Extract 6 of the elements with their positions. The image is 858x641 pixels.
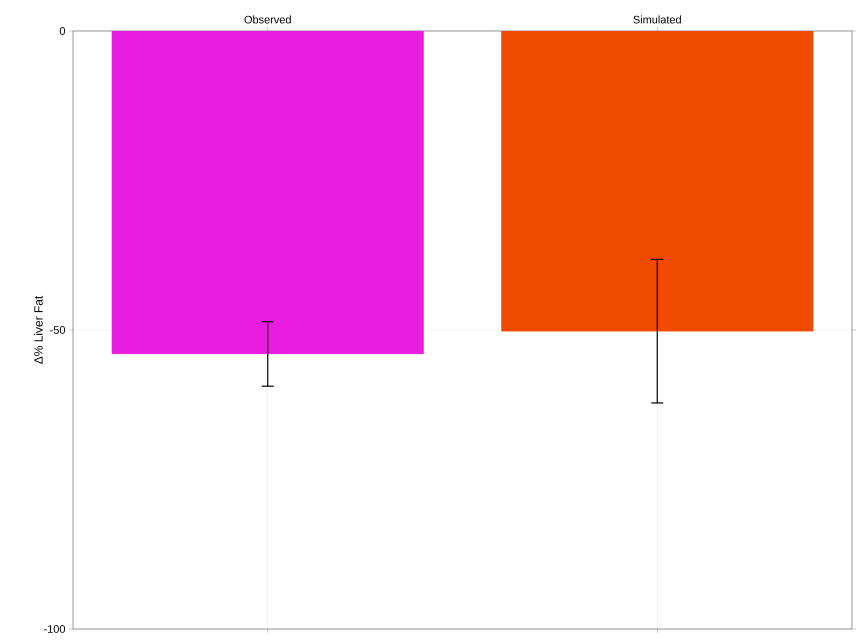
y-tick-label: 0 <box>60 27 66 35</box>
y-axis-title: Δ% Liver Fat <box>34 296 43 364</box>
y-tick-label: -100 <box>44 625 66 633</box>
y-tick-label: -50 <box>50 326 66 334</box>
x-tick-label: Observed <box>244 15 291 24</box>
x-tick-label: Simulated <box>633 15 681 24</box>
